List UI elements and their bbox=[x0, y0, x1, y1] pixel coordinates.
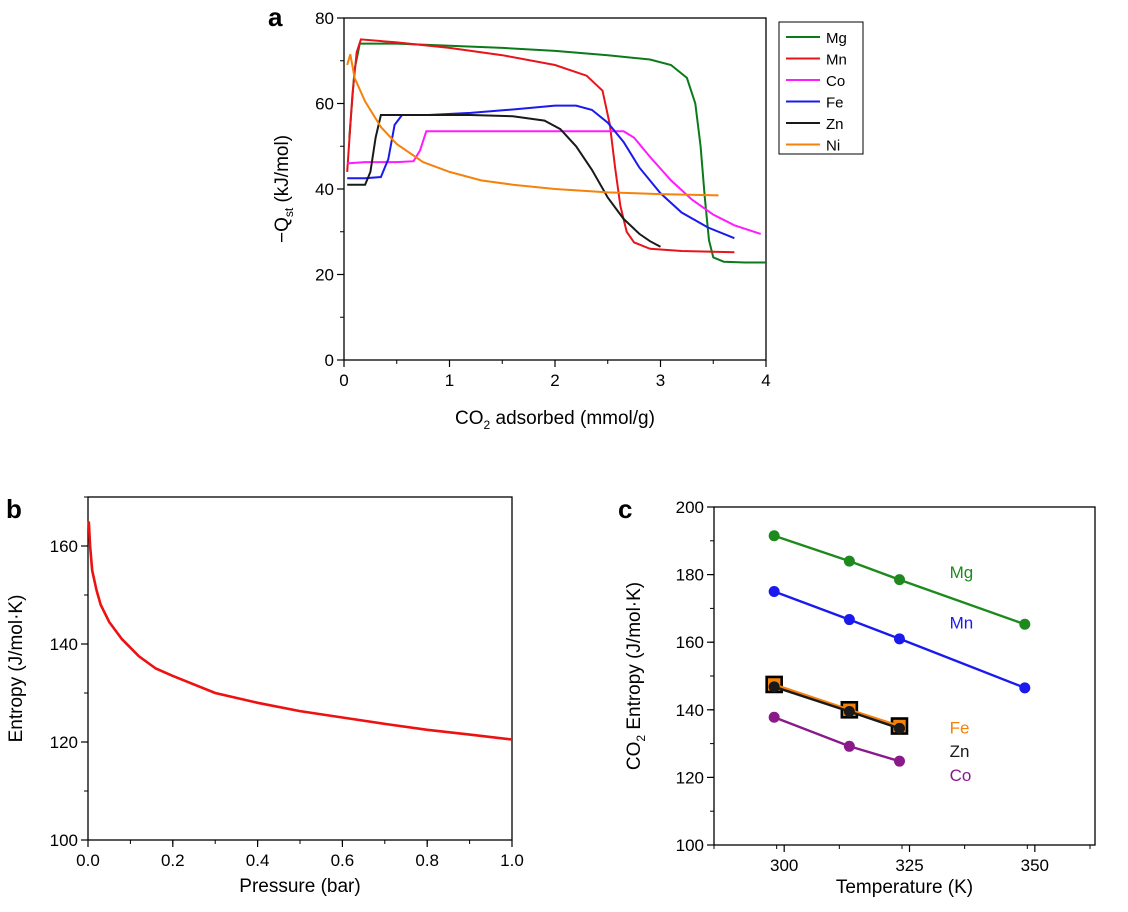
x-tick-label: 3 bbox=[656, 371, 665, 390]
entropy-curve bbox=[87, 521, 513, 741]
y-tick-label: 100 bbox=[676, 836, 704, 855]
fit-line-zn bbox=[773, 685, 900, 730]
legend: Mg Mn Co Fe Zn Ni bbox=[778, 21, 864, 155]
x-tick-label: 1.0 bbox=[500, 851, 524, 870]
series-label-co: Co bbox=[950, 766, 972, 785]
data-point-zn bbox=[768, 681, 780, 693]
y-tick-label: 140 bbox=[676, 701, 704, 720]
x-tick-label: 1 bbox=[445, 371, 454, 390]
series-label-mn: Mn bbox=[950, 614, 974, 633]
x-tick-label: 4 bbox=[761, 371, 770, 390]
x-tick-label: 0.4 bbox=[246, 851, 270, 870]
x-tick-label: 325 bbox=[895, 856, 923, 875]
fit-line-fe bbox=[773, 683, 900, 728]
plot-frame bbox=[87, 496, 513, 841]
series-line-mg bbox=[348, 42, 766, 264]
x-axis-label: Pressure (bar) bbox=[239, 876, 360, 897]
data-point-mg bbox=[843, 555, 855, 567]
series-line-ni bbox=[346, 54, 719, 197]
data-point-mg bbox=[768, 530, 780, 542]
y-tick-label: 80 bbox=[315, 9, 334, 28]
legend-label-mg: Mg bbox=[826, 30, 847, 47]
data-point-co bbox=[768, 711, 780, 723]
y-axis-label: −Qst (kJ/mol) bbox=[272, 135, 296, 243]
x-tick-label: 0.0 bbox=[76, 851, 100, 870]
panel-b-axes: 0.0 0.2 0.4 0.6 0.8 1.0 100 120 140 160 bbox=[50, 496, 524, 870]
y-axis-label: Entropy (J/mol·K) bbox=[6, 595, 27, 743]
panel-c-axes: 300 325 350 100 120 140 160 180 200 bbox=[676, 498, 1096, 875]
series-line-fe bbox=[347, 104, 735, 240]
data-point-co bbox=[893, 755, 905, 767]
series-label-mg: Mg bbox=[950, 563, 974, 582]
data-point-zn bbox=[843, 705, 855, 717]
y-tick-label: 120 bbox=[676, 768, 704, 787]
y-tick-label: 120 bbox=[50, 733, 78, 752]
panel-c-series: Mg Mn Fe Zn Co bbox=[765, 530, 1031, 785]
x-tick-label: 0.6 bbox=[331, 851, 355, 870]
x-tick-label: 300 bbox=[770, 856, 798, 875]
panel-letter-c: c bbox=[618, 494, 632, 524]
x-tick-label: 0 bbox=[339, 371, 348, 390]
data-point-zn bbox=[893, 722, 905, 734]
y-tick-label: 40 bbox=[315, 180, 334, 199]
legend-label-mn: Mn bbox=[826, 52, 847, 69]
x-axis-label: CO2 adsorbed (mmol/g) bbox=[455, 408, 655, 432]
data-point-mg bbox=[1019, 618, 1031, 630]
y-tick-label: 140 bbox=[50, 635, 78, 654]
y-tick-label: 160 bbox=[50, 537, 78, 556]
data-point-mn bbox=[843, 614, 855, 626]
x-tick-label: 2 bbox=[550, 371, 559, 390]
data-point-co bbox=[843, 740, 855, 752]
y-axis-label: CO2 Entropy (J/mol·K) bbox=[624, 582, 648, 770]
y-tick-label: 60 bbox=[315, 95, 334, 114]
x-tick-label: 350 bbox=[1021, 856, 1049, 875]
data-point-mn bbox=[1019, 682, 1031, 694]
legend-label-ni: Ni bbox=[826, 138, 840, 155]
y-tick-label: 20 bbox=[315, 266, 334, 285]
data-point-mn bbox=[893, 633, 905, 645]
y-tick-label: 180 bbox=[676, 566, 704, 585]
series-line-co bbox=[347, 130, 762, 235]
panel-a-series bbox=[346, 38, 766, 264]
series-label-fe: Fe bbox=[950, 718, 970, 737]
panel-letter-b: b bbox=[6, 494, 22, 524]
panel-letter-a: a bbox=[268, 2, 283, 32]
y-tick-label: 0 bbox=[325, 351, 334, 370]
series-line-zn bbox=[347, 114, 661, 248]
data-point-mn bbox=[768, 586, 780, 597]
legend-label-fe: Fe bbox=[826, 95, 844, 112]
fit-line-mn bbox=[773, 590, 1026, 689]
y-tick-label: 160 bbox=[676, 633, 704, 652]
x-tick-label: 0.8 bbox=[415, 851, 439, 870]
series-label-zn: Zn bbox=[950, 742, 970, 761]
x-axis-label: Temperature (K) bbox=[836, 877, 973, 898]
panel-b-series bbox=[87, 521, 513, 741]
x-tick-label: 0.2 bbox=[161, 851, 185, 870]
series-line-mn bbox=[346, 38, 735, 254]
legend-label-co: Co bbox=[826, 73, 845, 90]
legend-label-zn: Zn bbox=[826, 116, 844, 133]
data-point-mg bbox=[893, 574, 905, 586]
y-tick-label: 100 bbox=[50, 831, 78, 850]
legend-box bbox=[778, 21, 864, 155]
y-tick-label: 200 bbox=[676, 498, 704, 517]
fit-line-mg bbox=[773, 534, 1026, 626]
fit-line-co bbox=[773, 716, 900, 763]
